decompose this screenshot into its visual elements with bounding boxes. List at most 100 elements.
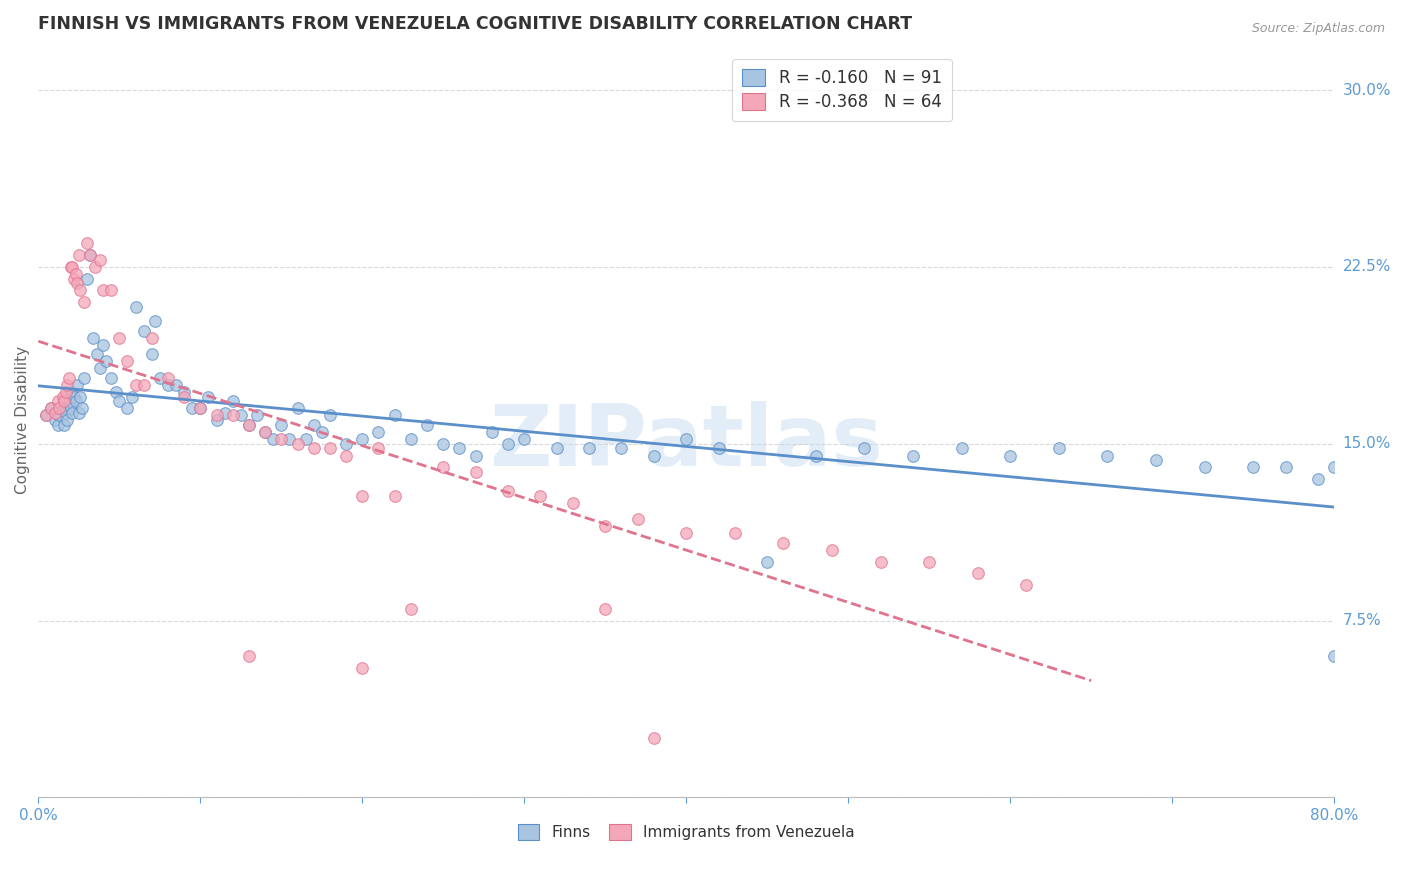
Legend: Finns, Immigrants from Venezuela: Finns, Immigrants from Venezuela bbox=[512, 818, 860, 847]
Text: 15.0%: 15.0% bbox=[1343, 436, 1391, 451]
Point bbox=[384, 489, 406, 503]
Point bbox=[384, 409, 406, 423]
Point bbox=[188, 401, 211, 416]
Point bbox=[89, 252, 111, 267]
Point bbox=[52, 401, 75, 416]
Point bbox=[165, 377, 187, 392]
Point bbox=[141, 331, 163, 345]
Point bbox=[464, 465, 486, 479]
Point bbox=[772, 536, 794, 550]
Text: 22.5%: 22.5% bbox=[1343, 260, 1391, 275]
Point bbox=[335, 436, 357, 450]
Point bbox=[966, 566, 988, 581]
Point bbox=[100, 370, 122, 384]
Point bbox=[302, 442, 325, 456]
Point bbox=[352, 432, 374, 446]
Point bbox=[117, 401, 139, 416]
Point bbox=[254, 425, 277, 439]
Point bbox=[35, 409, 58, 423]
Point bbox=[578, 442, 600, 456]
Point bbox=[46, 394, 69, 409]
Point bbox=[1194, 460, 1216, 475]
Point bbox=[432, 436, 454, 450]
Point bbox=[70, 401, 93, 416]
Point bbox=[59, 401, 82, 416]
Point bbox=[804, 449, 827, 463]
Point bbox=[238, 648, 260, 663]
Point bbox=[643, 731, 665, 746]
Point bbox=[399, 602, 422, 616]
Point bbox=[399, 432, 422, 446]
Point bbox=[254, 425, 277, 439]
Point bbox=[593, 519, 616, 533]
Point bbox=[481, 425, 503, 439]
Point bbox=[238, 417, 260, 432]
Point bbox=[352, 489, 374, 503]
Point bbox=[56, 377, 79, 392]
Point bbox=[73, 370, 96, 384]
Point bbox=[561, 496, 583, 510]
Point bbox=[432, 460, 454, 475]
Point bbox=[149, 370, 172, 384]
Point bbox=[367, 425, 389, 439]
Text: ZIPatlas: ZIPatlas bbox=[489, 401, 883, 484]
Point bbox=[76, 271, 98, 285]
Point bbox=[124, 377, 146, 392]
Point bbox=[675, 432, 697, 446]
Point bbox=[1306, 472, 1329, 486]
Point bbox=[188, 401, 211, 416]
Point bbox=[108, 331, 131, 345]
Point bbox=[173, 384, 195, 399]
Point bbox=[205, 413, 228, 427]
Point bbox=[55, 384, 77, 399]
Point bbox=[59, 260, 82, 274]
Point bbox=[205, 409, 228, 423]
Point bbox=[302, 417, 325, 432]
Point bbox=[39, 401, 62, 416]
Point bbox=[132, 324, 155, 338]
Point bbox=[998, 449, 1021, 463]
Point bbox=[121, 390, 143, 404]
Point bbox=[1241, 460, 1264, 475]
Point bbox=[132, 377, 155, 392]
Point bbox=[108, 394, 131, 409]
Point bbox=[66, 377, 89, 392]
Point bbox=[464, 449, 486, 463]
Point bbox=[100, 284, 122, 298]
Point bbox=[181, 401, 204, 416]
Point bbox=[65, 267, 87, 281]
Point bbox=[627, 512, 650, 526]
Point bbox=[278, 432, 301, 446]
Point bbox=[214, 406, 236, 420]
Point bbox=[1274, 460, 1296, 475]
Point bbox=[53, 394, 76, 409]
Point bbox=[901, 449, 924, 463]
Point bbox=[1323, 460, 1346, 475]
Point bbox=[143, 314, 166, 328]
Point bbox=[55, 406, 77, 420]
Point bbox=[546, 442, 568, 456]
Point bbox=[262, 432, 284, 446]
Point bbox=[124, 300, 146, 314]
Point bbox=[66, 277, 89, 291]
Point bbox=[117, 354, 139, 368]
Point bbox=[229, 409, 252, 423]
Point bbox=[707, 442, 730, 456]
Point bbox=[63, 390, 86, 404]
Point bbox=[73, 295, 96, 310]
Point bbox=[496, 483, 519, 498]
Point bbox=[67, 248, 90, 262]
Point bbox=[724, 526, 747, 541]
Point bbox=[35, 409, 58, 423]
Point bbox=[918, 555, 941, 569]
Point bbox=[756, 555, 779, 569]
Y-axis label: Cognitive Disability: Cognitive Disability bbox=[15, 346, 30, 494]
Point bbox=[496, 436, 519, 450]
Point bbox=[48, 409, 70, 423]
Point bbox=[1015, 578, 1038, 592]
Point bbox=[89, 361, 111, 376]
Point bbox=[319, 442, 342, 456]
Point bbox=[287, 401, 309, 416]
Point bbox=[58, 394, 80, 409]
Point bbox=[44, 406, 66, 420]
